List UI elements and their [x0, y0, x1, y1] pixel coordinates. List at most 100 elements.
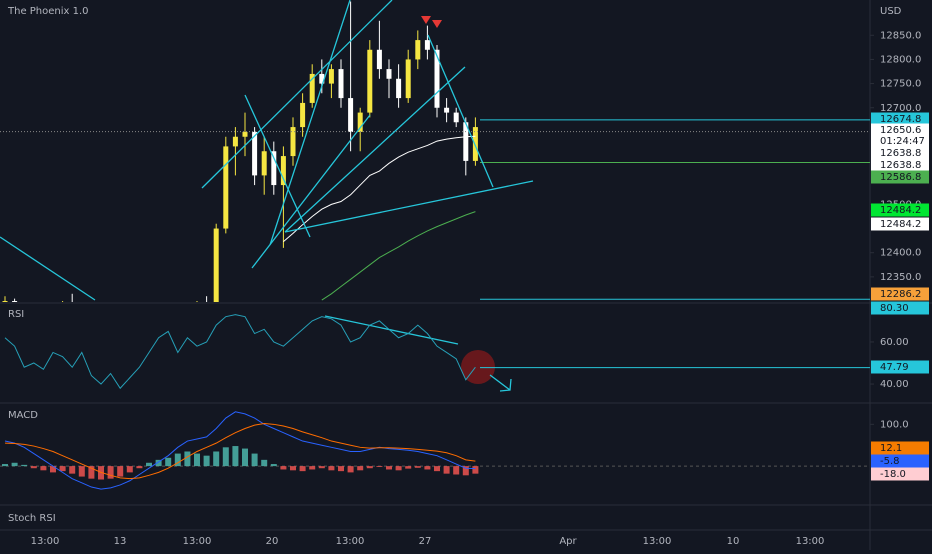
histogram-bar [21, 464, 28, 467]
candle-body [223, 146, 229, 229]
candle-body [453, 112, 459, 123]
candle-body [271, 151, 277, 186]
price-badge-label: 12286.2 [880, 289, 921, 300]
price-badge-label: -5.8 [880, 456, 900, 467]
histogram-bar [318, 466, 325, 469]
line [321, 211, 476, 301]
histogram-bar [290, 466, 296, 471]
pane-title: MACD [8, 410, 38, 421]
price-badge [871, 441, 929, 455]
x-tick-label: 27 [419, 536, 432, 547]
histogram-bar [222, 447, 229, 467]
histogram-bar [405, 466, 412, 469]
price-badge-label: 12650.6 [880, 125, 921, 136]
line [4, 314, 476, 390]
pane [0, 411, 870, 490]
histogram-bar [462, 466, 469, 476]
price-badge-label: 12484.2 [880, 205, 921, 216]
histogram-bar [453, 466, 460, 475]
candle-body [338, 69, 344, 99]
histogram-bar [338, 466, 344, 472]
histogram-bar [414, 466, 421, 468]
histogram-bar [2, 464, 8, 467]
histogram-bar [395, 466, 402, 471]
histogram-bar [203, 455, 210, 467]
line [4, 422, 476, 480]
x-tick-label: 13:00 [796, 536, 825, 547]
pane-title: RSI [8, 309, 24, 320]
candle-body [261, 151, 267, 176]
histogram-bar [69, 466, 76, 474]
y-tick-label: 60.00 [880, 337, 909, 348]
x-tick-label: 13:00 [31, 536, 60, 547]
y-tick-label: 12850.0 [880, 30, 921, 41]
signal-marker [421, 16, 431, 24]
candle-body [472, 127, 478, 161]
pane [4, 314, 476, 390]
candle-body [319, 73, 325, 84]
candle-body [367, 49, 373, 113]
x-tick-label: Apr [559, 536, 577, 547]
histogram-bar [251, 453, 258, 467]
price-badge [871, 301, 929, 315]
price-badge [871, 146, 929, 160]
y-tick-label: 12750.0 [880, 79, 921, 90]
candle-body [309, 73, 315, 103]
histogram-bar [126, 466, 133, 473]
candle-body [252, 131, 258, 176]
candle-body [444, 107, 450, 113]
candle-body [405, 59, 411, 99]
histogram-bar [309, 466, 316, 470]
candle-body [328, 69, 334, 84]
x-tick-label: 13:00 [183, 536, 212, 547]
histogram-bar [11, 462, 18, 467]
candle-body [348, 98, 354, 132]
price-badge-label: 12586.8 [880, 172, 921, 183]
histogram-bar [146, 462, 152, 467]
x-tick-label: 20 [266, 536, 279, 547]
candle-body [213, 228, 219, 302]
price-badge-label: 47.79 [880, 362, 909, 373]
histogram-bar [78, 466, 85, 477]
histogram-bar [386, 466, 392, 470]
y-tick-label: 12800.0 [880, 54, 921, 65]
histogram-bar [328, 466, 335, 471]
line [283, 135, 476, 242]
y-tick-label: 12700.0 [880, 103, 921, 114]
histogram-bar [40, 466, 47, 471]
histogram-bar [59, 466, 66, 472]
pane-title: Stoch RSI [8, 513, 56, 524]
histogram-bar [242, 448, 248, 467]
histogram-bar [184, 451, 191, 467]
histogram-bar [270, 464, 277, 467]
price-badge [871, 217, 929, 231]
price-badge [871, 454, 929, 468]
price-badge [871, 203, 929, 217]
price-badge-label: 12674.8 [880, 114, 921, 125]
price-badge-label: 12638.8 [880, 148, 921, 159]
price-badge-label: 12484.2 [880, 219, 921, 230]
x-tick-label: 13:00 [336, 536, 365, 547]
y-tick-label: 12400.0 [880, 248, 921, 259]
candle-body [424, 40, 430, 50]
price-badge [871, 158, 929, 172]
price-badge-label: 01:24:47 [880, 136, 925, 147]
line [4, 411, 476, 490]
histogram-bar [30, 466, 37, 469]
indicator-title: The Phoenix 1.0 [7, 6, 89, 17]
price-badge-label: -18.0 [880, 469, 906, 480]
price-badge [871, 467, 929, 481]
x-tick-label: 13:00 [643, 536, 672, 547]
candle-body [2, 301, 8, 302]
candle-body [415, 40, 421, 60]
histogram-bar [194, 453, 200, 467]
histogram-bar [165, 457, 172, 467]
candle-body [386, 69, 392, 79]
histogram-bar [280, 466, 287, 470]
rsi-trend-line [324, 315, 459, 345]
signal-marker [432, 20, 442, 28]
candle-body [242, 131, 248, 137]
histogram-bar [424, 466, 431, 470]
